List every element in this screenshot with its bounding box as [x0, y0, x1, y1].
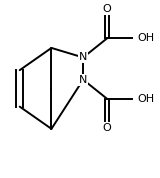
Text: OH: OH: [137, 33, 154, 43]
Text: O: O: [103, 4, 111, 14]
Text: N: N: [79, 53, 87, 62]
Text: O: O: [103, 123, 111, 133]
Text: N: N: [79, 75, 87, 85]
Text: OH: OH: [137, 94, 154, 104]
